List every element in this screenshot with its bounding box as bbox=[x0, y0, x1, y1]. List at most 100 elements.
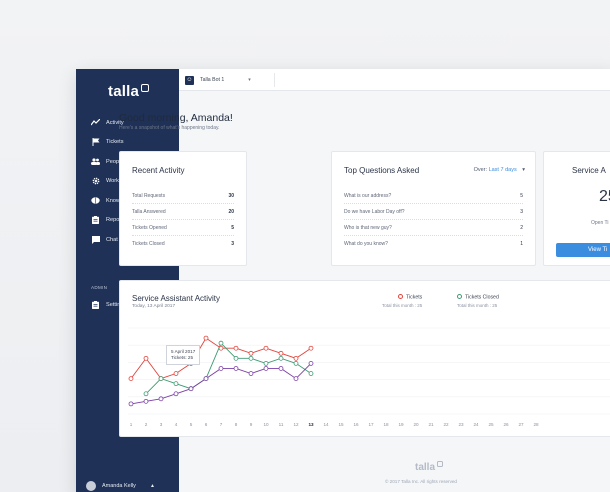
data-point[interactable] bbox=[173, 391, 179, 397]
data-point[interactable] bbox=[263, 366, 269, 371]
x-tick-label: 7 bbox=[220, 422, 223, 427]
x-tick-label: 27 bbox=[518, 422, 524, 427]
avatar bbox=[86, 481, 96, 491]
data-point[interactable] bbox=[143, 398, 149, 404]
row-label: Talla Answered bbox=[132, 208, 166, 215]
row-value: 20 bbox=[228, 208, 234, 215]
tooltip-date: 5 April 2017 bbox=[171, 349, 196, 354]
question-count: 5 bbox=[520, 192, 523, 199]
x-tick-label: 14 bbox=[323, 422, 329, 427]
data-point[interactable] bbox=[203, 335, 209, 341]
data-point[interactable] bbox=[263, 361, 269, 366]
data-point[interactable] bbox=[248, 350, 254, 356]
x-tick-label: 25 bbox=[488, 422, 494, 427]
data-point[interactable] bbox=[173, 381, 179, 387]
chevron-down-icon: ▾ bbox=[522, 167, 525, 173]
data-point[interactable] bbox=[158, 396, 164, 402]
activity-icon bbox=[91, 118, 100, 127]
flag-icon bbox=[91, 138, 100, 147]
data-point[interactable] bbox=[308, 371, 314, 376]
x-tick-label: 28 bbox=[533, 422, 539, 427]
legend-dot-icon bbox=[457, 294, 462, 299]
bot-selector[interactable]: ☺ Talla Bot 1 ▾ bbox=[185, 73, 275, 87]
x-tick-label: 12 bbox=[293, 422, 299, 427]
sidebar-item-activity[interactable]: Activity bbox=[76, 113, 179, 133]
sidebar-item-label: People bbox=[106, 158, 124, 165]
data-point[interactable] bbox=[158, 376, 164, 381]
data-point[interactable] bbox=[173, 371, 179, 376]
user-menu[interactable]: Amanda Kelly ▲ bbox=[86, 481, 155, 491]
data-point[interactable] bbox=[293, 355, 299, 361]
footer-logo: talla bbox=[415, 461, 444, 473]
data-point[interactable] bbox=[248, 355, 254, 361]
data-point[interactable] bbox=[233, 345, 239, 351]
sidebar-item-label: Chat bbox=[106, 236, 118, 243]
data-point[interactable] bbox=[218, 340, 224, 346]
data-point[interactable] bbox=[128, 401, 134, 407]
page-title: Good morning, Amanda! bbox=[119, 112, 233, 124]
legend-item-tickets-closed[interactable]: Tickets Closed Total this month : 25 bbox=[457, 294, 499, 308]
x-tick-label: 20 bbox=[413, 422, 419, 427]
list-item[interactable]: Who is that new guy? 2 bbox=[344, 220, 523, 236]
sidebar-item-chat[interactable]: Chat bbox=[76, 230, 179, 250]
list-item[interactable]: What is our address? 5 bbox=[344, 188, 523, 204]
data-point[interactable] bbox=[278, 350, 284, 356]
sidebar-item-people[interactable]: People bbox=[76, 152, 179, 172]
data-point[interactable] bbox=[248, 371, 254, 376]
sidebar-item-workflows[interactable]: Workflows bbox=[76, 172, 179, 192]
legend-subtitle: Total this month : 25 bbox=[457, 302, 498, 308]
data-point[interactable] bbox=[143, 355, 149, 361]
x-tick-label: 4 bbox=[175, 422, 178, 427]
clipboard-icon bbox=[91, 300, 100, 309]
admin-section-label: ADMIN bbox=[91, 285, 108, 290]
x-tick-label: 5 bbox=[190, 422, 193, 427]
x-tick-label: 22 bbox=[443, 422, 449, 427]
series-line-1 bbox=[145, 342, 312, 395]
sidebar-item-reports[interactable]: Reports bbox=[76, 211, 179, 231]
chart-title: Service Assistant Activity bbox=[132, 294, 221, 303]
sidebar-item-label: Settings bbox=[106, 301, 127, 308]
x-tick-label: 11 bbox=[279, 422, 284, 427]
period-selector[interactable]: Over: Last 7 days ▾ bbox=[474, 167, 525, 173]
data-point[interactable] bbox=[293, 361, 299, 366]
list-item[interactable]: Do we have Labor Day off? 3 bbox=[344, 204, 523, 220]
service-assistant-card: Service A 25 Open Ti View Ti bbox=[543, 151, 610, 266]
recent-activity-card: Recent Activity Total Requests 30 Talla … bbox=[119, 151, 247, 266]
sidebar-item-settings[interactable]: Settings bbox=[76, 295, 179, 315]
x-tick-label: 8 bbox=[235, 422, 238, 427]
data-point[interactable] bbox=[263, 345, 269, 351]
data-point[interactable] bbox=[143, 391, 149, 397]
chart-date: Today, 13 April 2017 bbox=[132, 304, 176, 309]
x-tick-label: 10 bbox=[263, 422, 269, 427]
data-point[interactable] bbox=[278, 355, 284, 361]
data-point[interactable] bbox=[233, 366, 239, 371]
data-point[interactable] bbox=[128, 376, 134, 381]
top-questions-card: Top Questions Asked Over: Last 7 days ▾ … bbox=[331, 151, 536, 266]
card-title: Top Questions Asked bbox=[344, 166, 420, 175]
x-tick-label: 23 bbox=[458, 422, 464, 427]
view-tickets-button[interactable]: View Ti bbox=[556, 243, 610, 257]
app-logo[interactable]: talla bbox=[108, 83, 150, 100]
sidebar-item-tickets[interactable]: Tickets bbox=[76, 133, 179, 153]
user-name: Amanda Kelly bbox=[102, 483, 136, 489]
activity-line-chart: 1 2 3 4 5 6 7 8 9 10 11 12 13 14 15 16 17 18 19 20 21 22 23 24 2… bbox=[128, 327, 610, 427]
data-point[interactable] bbox=[203, 376, 209, 381]
data-point[interactable] bbox=[308, 345, 314, 351]
question-count: 2 bbox=[520, 224, 523, 231]
data-point[interactable] bbox=[188, 386, 194, 392]
data-point[interactable] bbox=[233, 355, 239, 361]
row-value: 3 bbox=[231, 241, 234, 247]
legend-item-tickets[interactable]: Tickets Total this month : 25 bbox=[382, 294, 422, 308]
data-point[interactable] bbox=[293, 376, 299, 381]
service-activity-card: Service Assistant Activity Today, 13 Apr… bbox=[119, 280, 610, 437]
x-tick-label: 24 bbox=[473, 422, 479, 427]
list-item[interactable]: What do you know? 1 bbox=[344, 236, 523, 252]
legend-subtitle: Total this month : 25 bbox=[382, 302, 423, 308]
data-point[interactable] bbox=[218, 366, 224, 371]
data-point[interactable] bbox=[278, 366, 284, 371]
gear-icon bbox=[91, 177, 100, 186]
data-point[interactable] bbox=[308, 361, 314, 366]
sidebar-item-label: Workflows bbox=[106, 178, 132, 184]
x-tick-label: 1 bbox=[130, 422, 133, 427]
footer-copyright: © 2017 Talla Inc. All rights reserved bbox=[385, 479, 457, 484]
